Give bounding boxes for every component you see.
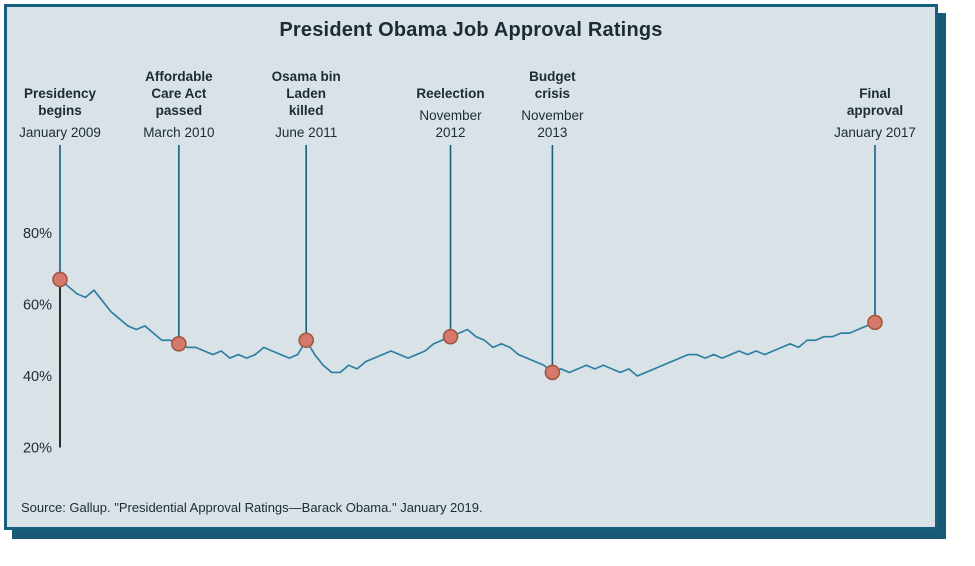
event-label: Final approval	[846, 86, 904, 118]
event-date: June 2011	[275, 125, 338, 140]
event-marker-dot	[544, 364, 561, 381]
event-annotation: Affordable Care Act passed March 2010	[121, 68, 237, 141]
y-tick-label: 40%	[23, 369, 52, 385]
event-annotation: Final approval January 2017	[817, 85, 933, 141]
event-date: March 2010	[143, 125, 215, 140]
event-date: November 2012	[419, 108, 482, 140]
event-label: Presidency begins	[23, 86, 97, 118]
event-label: Budget crisis	[529, 69, 576, 101]
event-annotation: Reelection November 2012	[393, 85, 509, 141]
event-marker-dot	[298, 332, 314, 349]
event-marker-dot	[171, 336, 187, 352]
event-date: November 2013	[521, 108, 584, 140]
event-annotation: Osama bin Laden killed June 2011	[248, 68, 364, 141]
event-label: Reelection	[416, 86, 485, 101]
event-label: Affordable Care Act passed	[145, 69, 213, 118]
chart-title: President Obama Job Approval Ratings	[279, 19, 663, 41]
event-marker-dot	[867, 314, 883, 331]
event-date: January 2017	[834, 125, 916, 140]
approval-line	[59, 278, 876, 377]
y-tick-label: 80%	[23, 226, 52, 242]
chart-frame: President Obama Job Approval Ratings 80%…	[4, 4, 938, 530]
event-marker-dot	[442, 328, 459, 345]
event-annotation: Presidency begins January 2009	[2, 85, 118, 141]
event-annotation: Budget crisis November 2013	[494, 68, 610, 141]
y-tick-label: 20%	[23, 441, 52, 457]
source-citation: Source: Gallup. "Presidential Approval R…	[21, 500, 483, 515]
approval-line-chart: 80% 60% 40% 20%	[23, 145, 883, 457]
event-marker-dot	[52, 271, 68, 288]
event-label: Osama bin Laden killed	[271, 69, 341, 118]
event-date: January 2009	[19, 125, 101, 140]
y-tick-label: 60%	[23, 298, 52, 314]
